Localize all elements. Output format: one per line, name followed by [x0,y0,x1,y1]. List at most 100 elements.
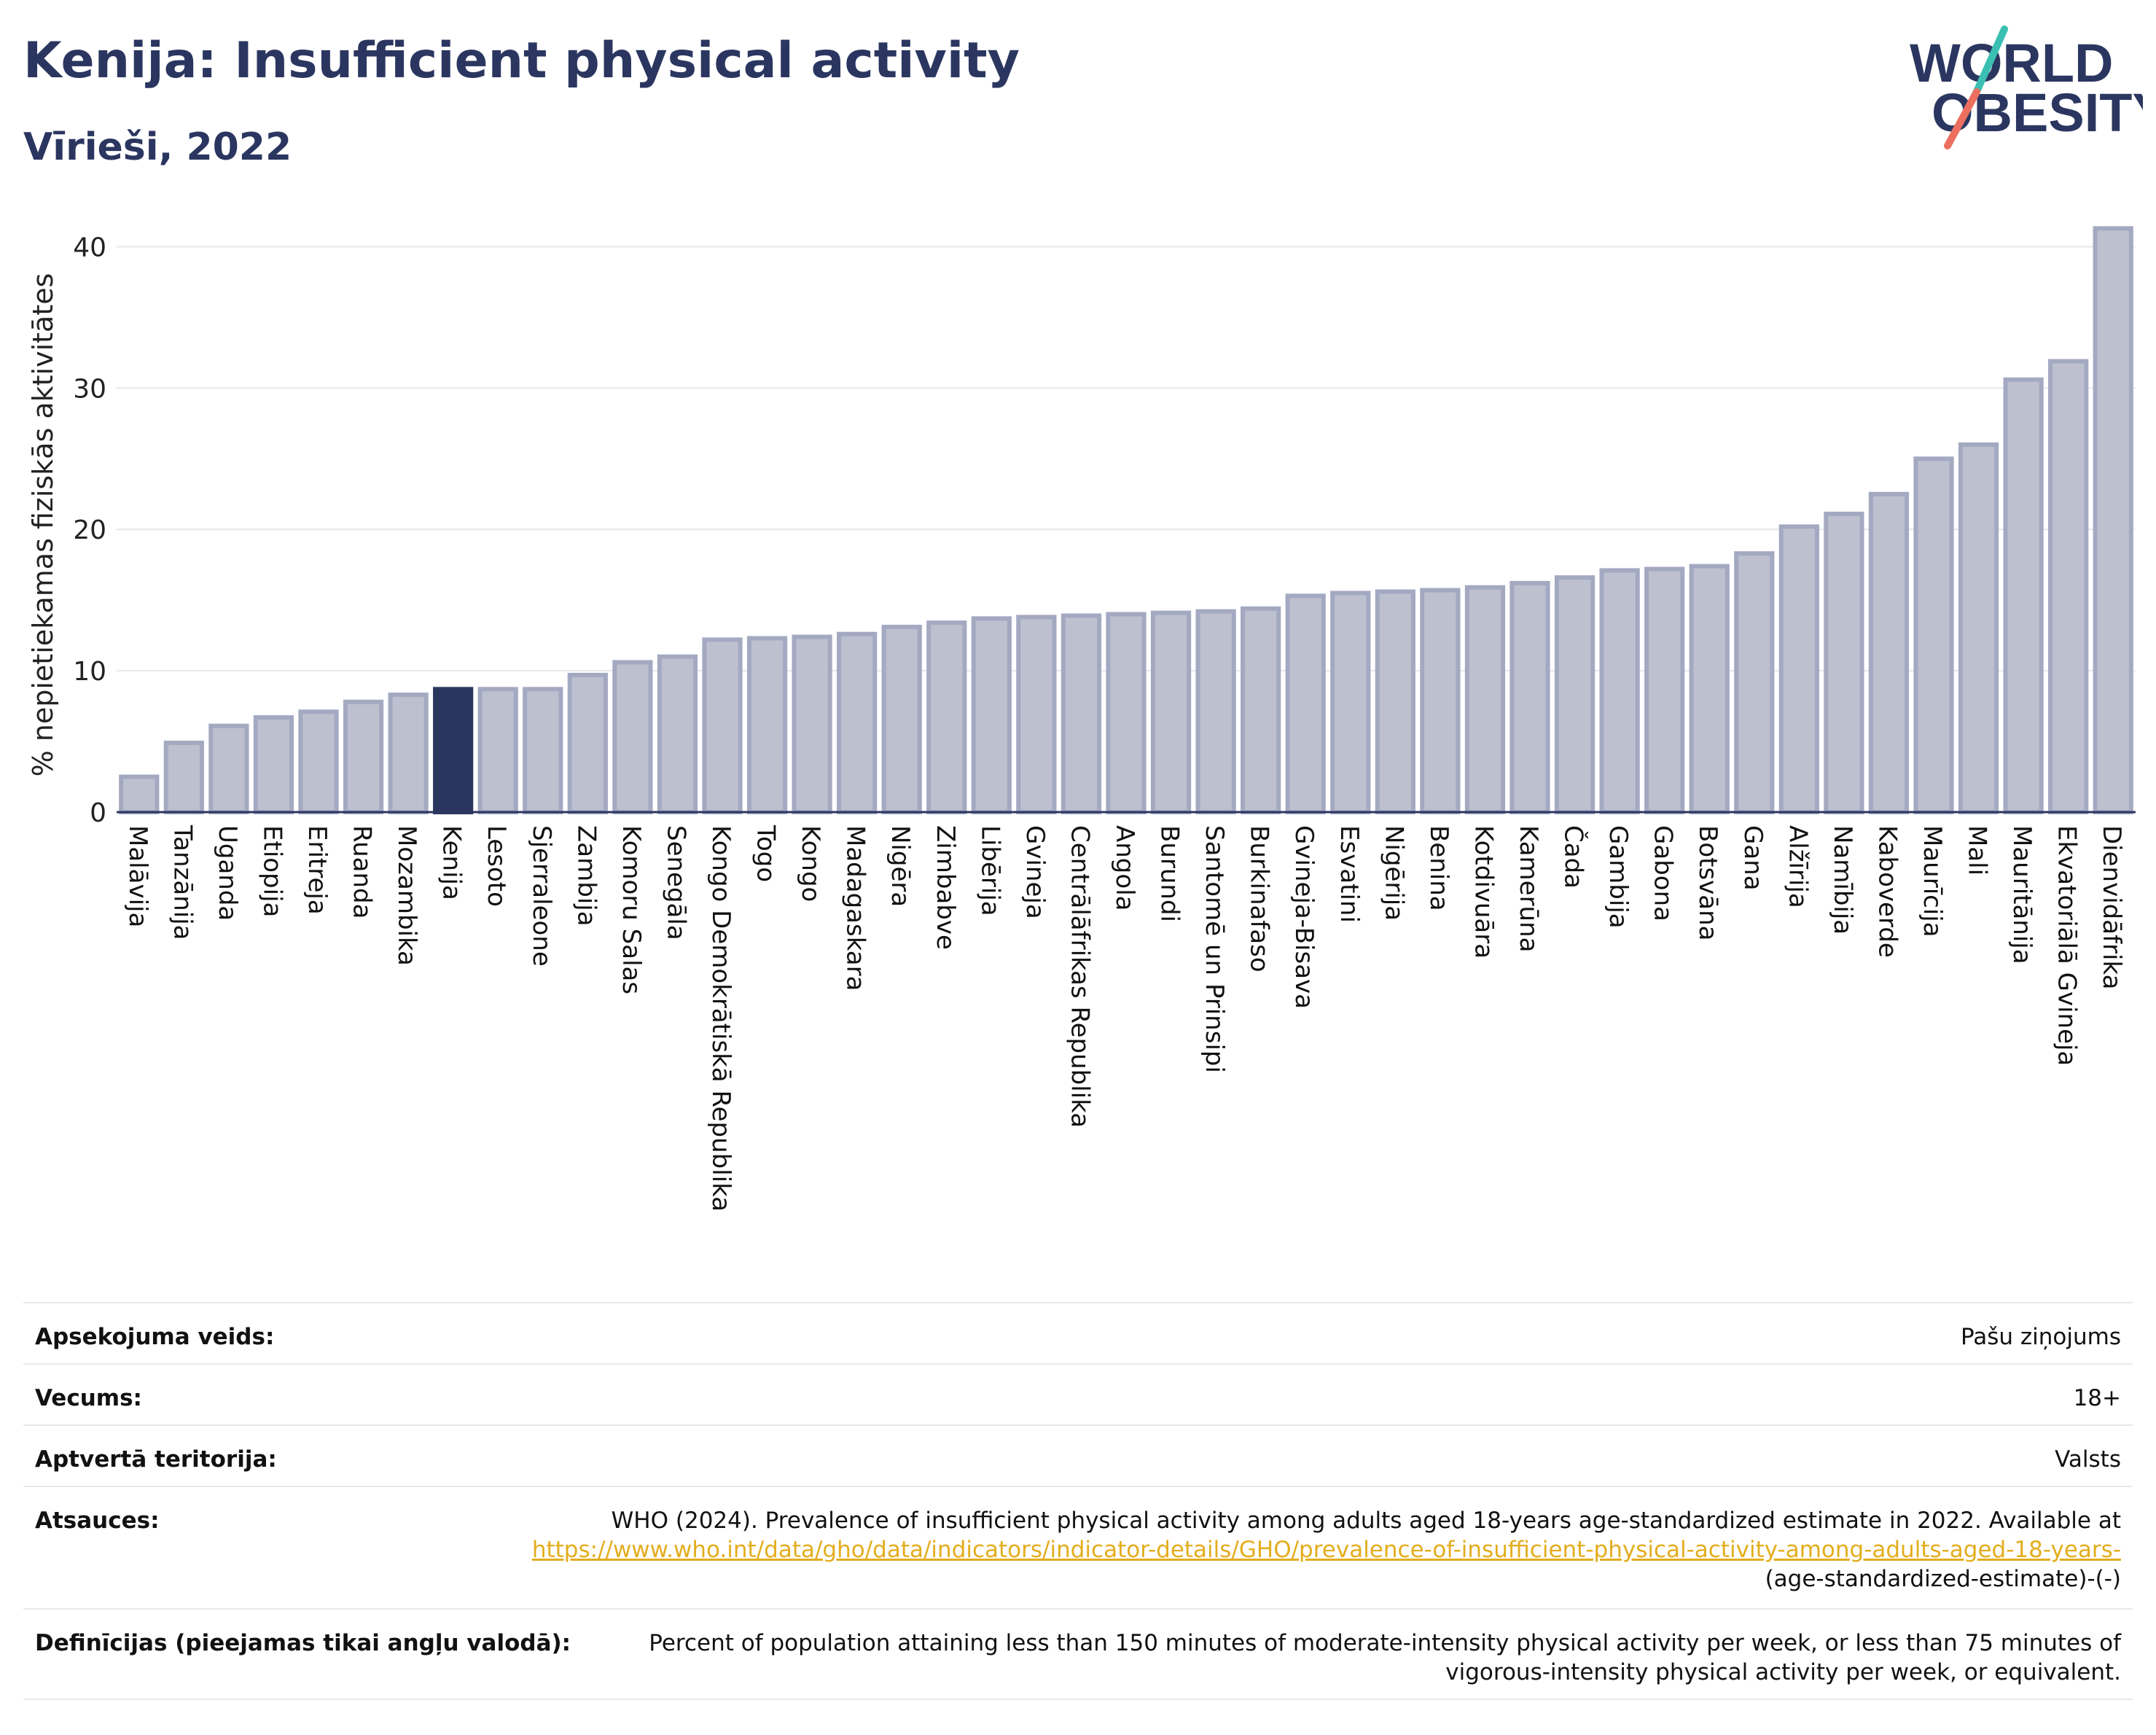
meta-row-definitions: Definīcijas (pieejamas tikai angļu valod… [23,1608,2133,1700]
bar [881,625,922,814]
x-tick-label: Gvineja-Bisava [1289,825,1319,1009]
x-tick-label: Esvatini [1335,825,1364,923]
meta-row-age: Vecums: 18+ [23,1363,2133,1424]
bar [1599,568,1640,814]
y-tick-label: 10 [73,657,106,687]
logo-text-world: WORLD [1910,33,2114,93]
meta-row-survey-type: Apsekojuma veids: Pašu ziņojums [23,1302,2133,1363]
x-tick-label: Gana [1738,825,1768,891]
x-tick-label: Centrālāfrikas Republika [1065,825,1094,1128]
x-tick-label: Alžīrija [1783,825,1812,908]
bar [1554,575,1595,814]
meta-label: Definīcijas (pieejamas tikai angļu valod… [35,1630,571,1656]
x-tick-label: Gambija [1604,825,1633,929]
meta-value: Pašu ziņojums [1960,1324,2121,1350]
bar [1509,580,1550,814]
meta-value-references: WHO (2024). Prevalence of insufficient p… [517,1506,2121,1594]
x-tick-label: Burkinafaso [1245,825,1274,972]
x-tick-label: Sjerraleone [527,825,556,967]
bar [1868,491,1910,814]
x-tick-label: Madagaskara [841,825,870,991]
x-tick-label: Burundi [1155,825,1184,922]
x-tick-label: Ruanda [348,825,377,919]
bar [702,637,743,814]
bar [1150,610,1192,814]
logo-slash-teal [1972,26,2008,98]
bar [1241,606,1281,814]
y-tick-labels: 0 10 20 30 40 [73,233,106,828]
x-tick-label: Dienvidāfrika [2097,825,2126,989]
x-tick-label: Nigērija [1379,825,1408,921]
bar [657,654,698,815]
x-tick-label: Gabona [1649,825,1678,921]
bar [1420,588,1461,814]
meta-value: Valsts [2055,1446,2121,1473]
y-tick-label: 30 [73,374,106,404]
bar [388,693,429,814]
x-tick-label: Kaboverde [1872,825,1902,958]
reference-link[interactable]: https://www.who.int/data/gho/data/indica… [531,1537,2121,1563]
bar [2093,226,2133,814]
bar [298,709,339,814]
bar [343,699,384,815]
bar [971,616,1012,814]
meta-label: Atsauces: [35,1508,160,1534]
bar [119,774,160,815]
bar [1778,524,1819,815]
bar [1016,615,1057,815]
metadata-table: Apsekojuma veids: Pašu ziņojums Vecums: … [23,1302,2133,1700]
reference-suffix: (age-standardized-estimate)-(-) [1765,1566,2121,1592]
x-tick-label: Nigēra [886,825,915,907]
x-tick-label: Lesoto [482,825,511,907]
bar-highlight [433,687,474,814]
bar [1913,456,1954,814]
y-axis-label: % nepietiekamas fiziskās aktivitātes [27,273,59,777]
bar [1734,551,1775,815]
x-tick-label: Togo [751,824,781,882]
x-tick-label: Čada [1559,825,1589,889]
x-tick-label: Mauritānija [2007,825,2036,964]
x-tick-label: Kongo Demokrātiskā Republika [706,825,735,1212]
x-tick-label: Komoru Salas [617,825,646,994]
bar [1824,511,1864,815]
x-tick-label: Eritreja [302,825,332,915]
bar [477,687,518,814]
x-tick-label: Kongo [796,825,825,902]
bar [2048,359,2089,814]
x-tick-label: Maurīcija [1918,825,1947,937]
bar-chart: 0 10 20 30 40 Malāvija Tanzānija Uganda Etiopij… [27,226,2136,1212]
x-tick-label: Kenija [437,825,466,900]
bar [208,723,249,814]
bar [523,687,563,814]
x-tick-label: Kamerūna [1514,825,1543,952]
x-tick-label: Tanzānija [168,824,197,940]
meta-value: 18+ [2073,1385,2121,1411]
x-tick-label: Botsvāna [1693,825,1722,941]
x-tick-label: Kotdivuāra [1469,825,1498,959]
bar [163,740,204,814]
bar [2003,377,2044,814]
x-tick-label: Malāvija [123,825,152,927]
x-tick-label: Santomē un Prinsipi [1200,825,1229,1073]
bar [1285,593,1326,814]
x-tick-label: Zambija [571,825,601,927]
x-tick-label: Libērija [975,825,1004,916]
logo-slash-coral [1944,88,1980,149]
x-tick-label: Mali [1963,825,1992,876]
bar [1464,585,1506,814]
bar [792,634,832,814]
bars [117,226,2136,815]
bar [1061,613,1102,814]
bar [253,715,294,814]
bar [1644,566,1685,814]
x-tick-label: Mozambika [392,825,421,966]
bar [1106,612,1147,814]
meta-label: Aptvertā teritorija: [35,1446,277,1473]
world-obesity-logo: WORLD OBESITY [1910,26,2143,149]
bar [1958,442,1999,814]
meta-label: Vecums: [35,1385,142,1411]
x-tick-label: Gvineja [1020,825,1050,919]
x-tick-label: Angola [1110,825,1139,911]
x-tick-label: Uganda [213,825,242,921]
bar [1689,564,1730,814]
